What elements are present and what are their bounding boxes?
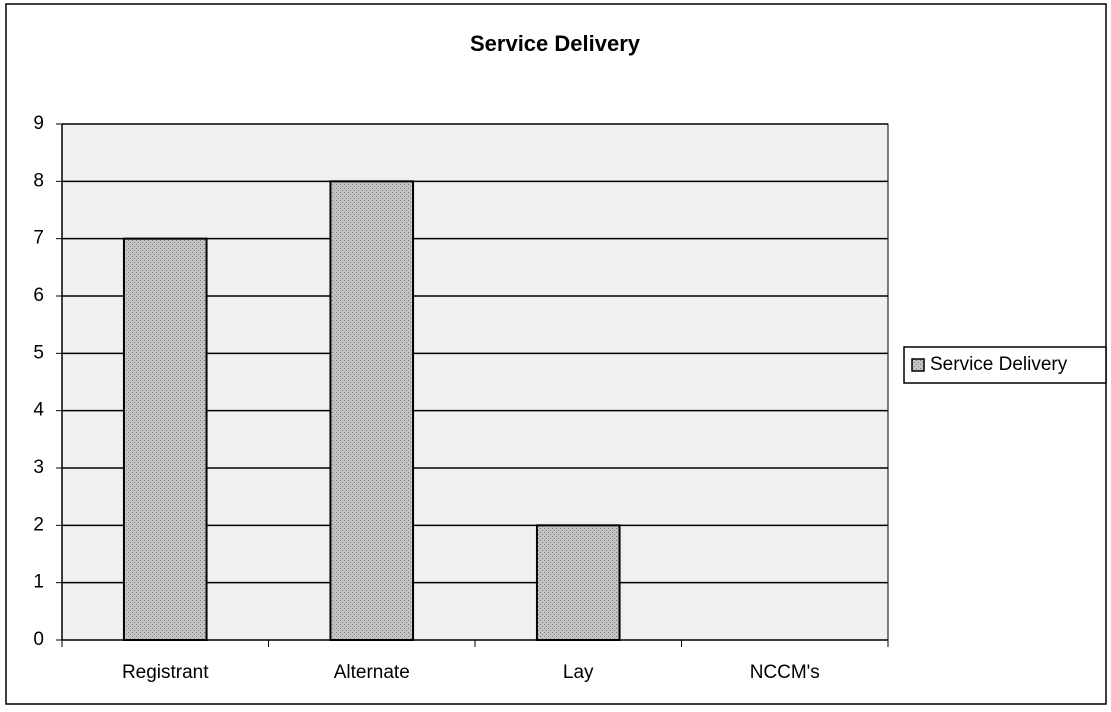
x-tick-label: Alternate xyxy=(334,662,410,683)
legend-swatch xyxy=(911,358,925,372)
x-tick-label: NCCM's xyxy=(750,662,820,683)
x-tick-label: Lay xyxy=(563,662,594,683)
y-tick-label: 1 xyxy=(33,572,44,593)
y-tick-label: 6 xyxy=(33,285,44,306)
y-tick-label: 5 xyxy=(33,342,44,363)
y-tick-label: 0 xyxy=(33,629,44,650)
bar xyxy=(122,237,208,642)
y-tick-label: 7 xyxy=(33,228,44,249)
y-tick-label: 2 xyxy=(33,514,44,535)
legend-label: Service Delivery xyxy=(930,354,1068,375)
y-tick-label: 4 xyxy=(33,400,44,421)
y-tick-label: 9 xyxy=(33,113,44,134)
x-tick-label: Registrant xyxy=(122,662,209,683)
chart-title: Service Delivery xyxy=(470,31,641,56)
legend-box xyxy=(903,346,1107,384)
y-tick-label: 3 xyxy=(33,457,44,478)
y-tick-label: 8 xyxy=(33,170,44,191)
bar xyxy=(329,180,415,641)
bar xyxy=(535,524,621,641)
